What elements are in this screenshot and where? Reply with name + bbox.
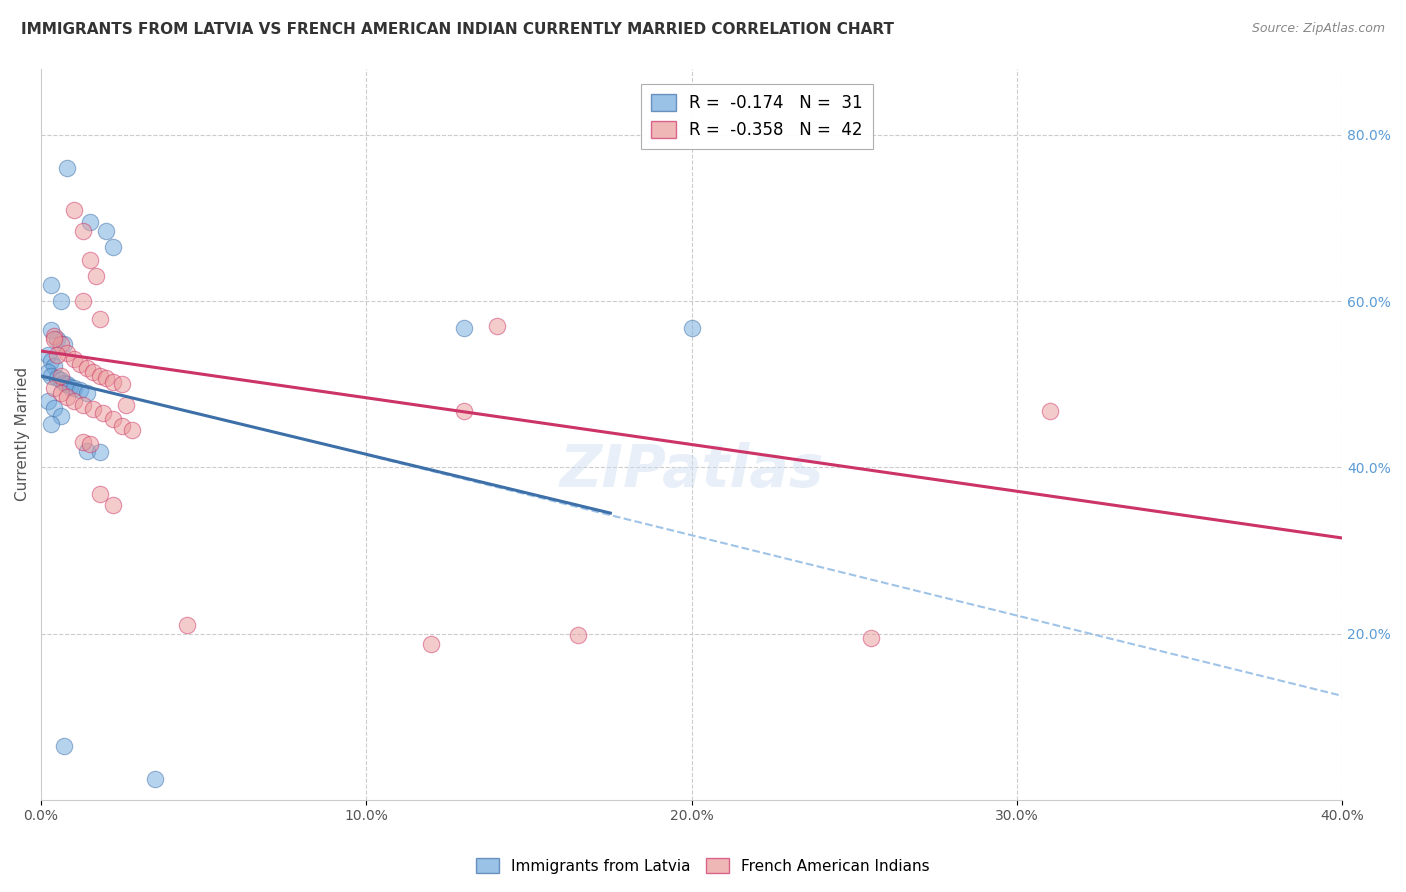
- Text: Source: ZipAtlas.com: Source: ZipAtlas.com: [1251, 22, 1385, 36]
- Point: [39, 368, 62, 383]
- Point: [79, 252, 101, 267]
- Point: [101, 498, 124, 512]
- Point: [72, 435, 94, 450]
- Point: [39, 277, 62, 292]
- Point: [111, 418, 134, 433]
- Point: [37, 348, 59, 362]
- Point: [1038, 404, 1060, 418]
- Point: [485, 319, 508, 334]
- Legend: Immigrants from Latvia, French American Indians: Immigrants from Latvia, French American …: [470, 852, 936, 880]
- Point: [42, 329, 65, 343]
- Point: [46, 348, 69, 362]
- Point: [79, 437, 101, 451]
- Point: [121, 423, 143, 437]
- Point: [72, 294, 94, 309]
- Point: [89, 487, 111, 501]
- Point: [453, 404, 475, 418]
- Point: [453, 320, 475, 334]
- Y-axis label: Currently Married: Currently Married: [15, 368, 30, 501]
- Point: [62, 202, 84, 217]
- Point: [49, 368, 72, 383]
- Point: [89, 368, 111, 383]
- Point: [49, 337, 72, 351]
- Point: [39, 417, 62, 432]
- Point: [76, 385, 98, 400]
- Point: [49, 409, 72, 423]
- Point: [49, 294, 72, 309]
- Point: [96, 371, 118, 385]
- Point: [143, 772, 166, 786]
- Point: [46, 370, 69, 384]
- Point: [681, 320, 703, 334]
- Point: [52, 337, 75, 351]
- Point: [101, 240, 124, 254]
- Point: [56, 390, 79, 404]
- Point: [62, 381, 84, 395]
- Point: [72, 398, 94, 412]
- Point: [39, 323, 62, 337]
- Point: [86, 269, 108, 284]
- Point: [49, 385, 72, 400]
- Point: [49, 373, 72, 387]
- Point: [42, 359, 65, 373]
- Point: [37, 365, 59, 379]
- Point: [52, 739, 75, 753]
- Point: [96, 223, 118, 237]
- Legend: R =  -0.174   N =  31, R =  -0.358   N =  42: R = -0.174 N = 31, R = -0.358 N = 42: [641, 84, 873, 149]
- Point: [114, 398, 136, 412]
- Point: [89, 445, 111, 459]
- Point: [89, 312, 111, 326]
- Point: [420, 636, 443, 650]
- Point: [76, 360, 98, 375]
- Point: [101, 375, 124, 389]
- Point: [52, 376, 75, 390]
- Point: [101, 412, 124, 426]
- Point: [91, 406, 114, 420]
- Point: [176, 618, 198, 632]
- Point: [76, 443, 98, 458]
- Point: [72, 223, 94, 237]
- Point: [42, 332, 65, 346]
- Point: [69, 357, 91, 371]
- Point: [82, 402, 104, 417]
- Point: [42, 381, 65, 395]
- Point: [111, 377, 134, 392]
- Point: [56, 377, 79, 392]
- Point: [56, 161, 79, 176]
- Point: [42, 401, 65, 415]
- Point: [859, 631, 882, 645]
- Point: [62, 393, 84, 408]
- Text: ZIPatlas: ZIPatlas: [560, 442, 824, 500]
- Point: [46, 332, 69, 346]
- Point: [69, 383, 91, 397]
- Text: IMMIGRANTS FROM LATVIA VS FRENCH AMERICAN INDIAN CURRENTLY MARRIED CORRELATION C: IMMIGRANTS FROM LATVIA VS FRENCH AMERICA…: [21, 22, 894, 37]
- Point: [39, 354, 62, 368]
- Point: [37, 393, 59, 408]
- Point: [567, 628, 589, 642]
- Point: [82, 365, 104, 379]
- Point: [56, 345, 79, 359]
- Point: [62, 352, 84, 367]
- Point: [79, 215, 101, 229]
- Point: [59, 380, 82, 394]
